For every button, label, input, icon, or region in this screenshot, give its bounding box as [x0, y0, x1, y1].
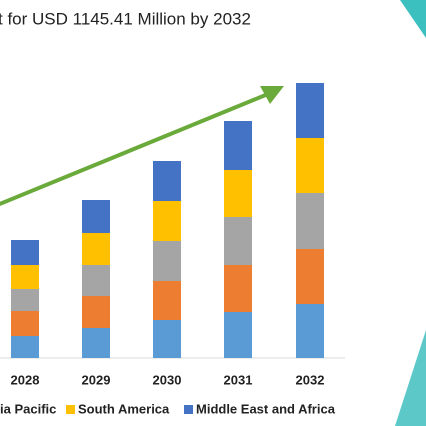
- x-tick-label: 2030: [153, 372, 182, 387]
- bar-segment: [153, 320, 181, 358]
- bar-segment: [153, 201, 181, 241]
- bar-segment: [296, 83, 324, 138]
- bar-segment: [82, 296, 110, 328]
- bar-segment: [153, 241, 181, 281]
- decor-triangle: [395, 330, 426, 426]
- bar-segment: [224, 265, 252, 312]
- legend-swatch: [66, 405, 75, 414]
- bar-segment: [11, 289, 39, 311]
- bar-segment: [11, 240, 39, 265]
- legend-label: South America: [78, 401, 170, 416]
- legend-swatch: [184, 405, 193, 414]
- legend-label: Middle East and Africa: [196, 401, 336, 416]
- x-tick-label: 2032: [296, 372, 325, 387]
- bar-segment: [153, 161, 181, 201]
- bar-segment: [296, 138, 324, 193]
- chart-title: t for USD 1145.41 Million by 2032: [0, 9, 251, 28]
- bar-segment: [296, 304, 324, 358]
- bar-segment: [11, 311, 39, 336]
- bar-segment: [11, 336, 39, 358]
- decor-triangle: [400, 0, 426, 38]
- bar-segment: [296, 193, 324, 249]
- bar-segment: [224, 312, 252, 358]
- bar-segment: [82, 200, 110, 233]
- x-tick-label: 2031: [224, 372, 253, 387]
- bar-segment: [224, 170, 252, 217]
- bar-segment: [224, 217, 252, 265]
- trend-arrow-head: [260, 86, 284, 104]
- bar-segment: [11, 265, 39, 289]
- bar-segment: [224, 121, 252, 170]
- bar-segment: [296, 249, 324, 304]
- bar-segment: [82, 233, 110, 265]
- trend-arrow: [0, 92, 269, 207]
- bar-segment: [82, 328, 110, 358]
- bar-segment: [82, 265, 110, 296]
- legend-label: ia Pacific: [0, 401, 56, 416]
- bar-segment: [153, 281, 181, 320]
- x-tick-label: 2028: [11, 372, 40, 387]
- x-tick-label: 2029: [82, 372, 111, 387]
